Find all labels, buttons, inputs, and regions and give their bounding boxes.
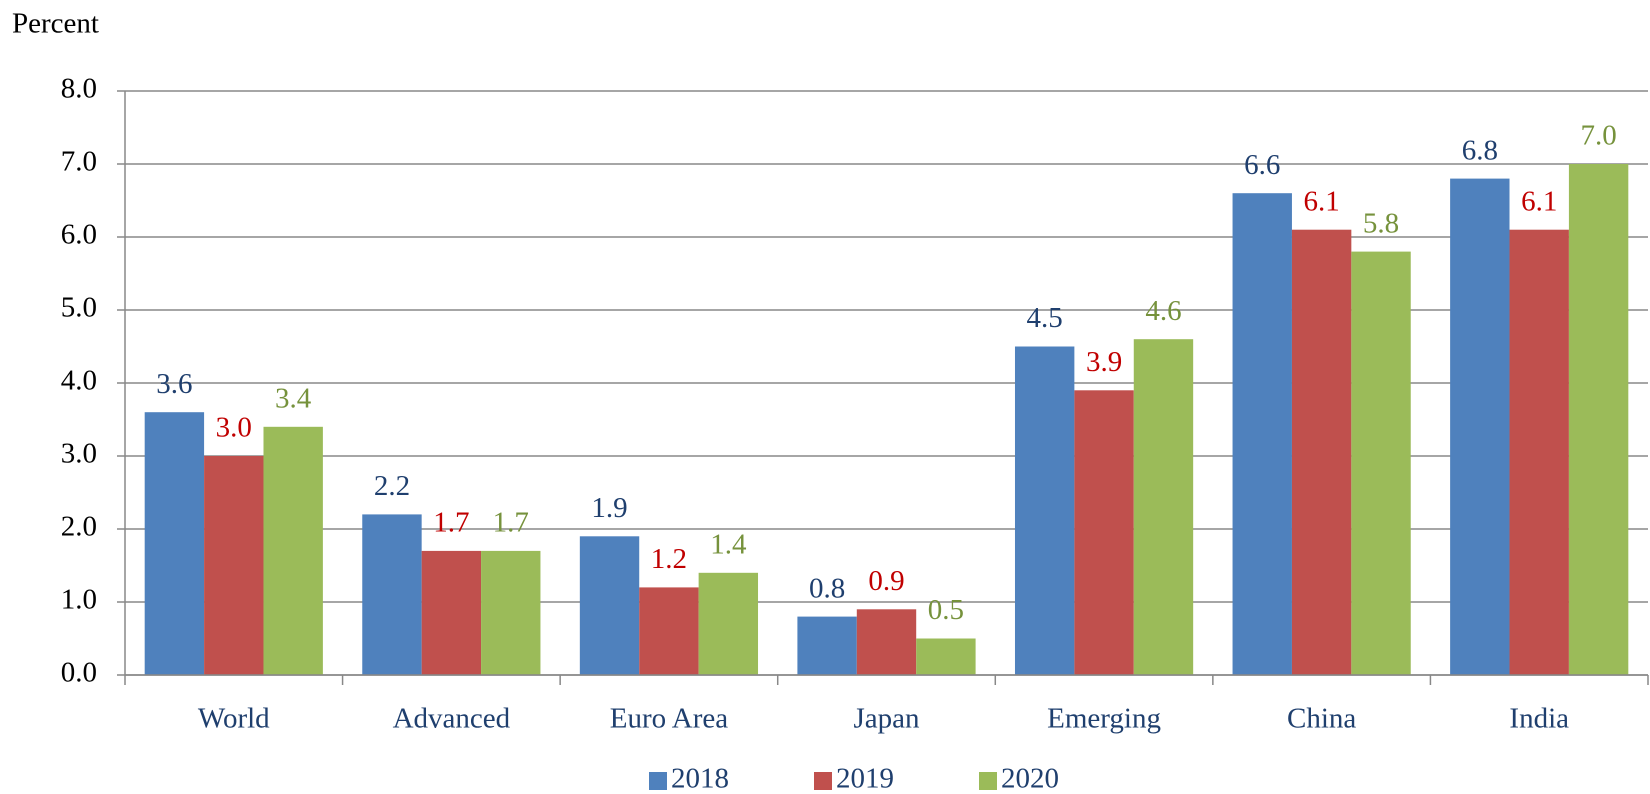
value-label: 7.0 bbox=[1580, 120, 1616, 152]
y-tick-label: 1.0 bbox=[61, 584, 97, 616]
x-tick-label: Advanced bbox=[393, 703, 511, 735]
bar bbox=[204, 456, 264, 675]
bar bbox=[362, 514, 422, 675]
legend-swatch bbox=[814, 772, 832, 790]
bar bbox=[1568, 164, 1629, 675]
legend-label: 2020 bbox=[1001, 763, 1059, 794]
value-label: 4.6 bbox=[1145, 295, 1181, 327]
value-label: 2.2 bbox=[374, 470, 410, 502]
bar bbox=[1351, 251, 1411, 675]
value-label: 6.8 bbox=[1462, 134, 1498, 166]
value-label: 4.5 bbox=[1027, 302, 1063, 334]
value-label: 1.9 bbox=[591, 492, 627, 524]
bar bbox=[1509, 229, 1569, 675]
legend-label: 2019 bbox=[836, 763, 894, 794]
y-tick-label: 5.0 bbox=[61, 292, 97, 324]
bar bbox=[1074, 390, 1134, 675]
x-tick-label: Japan bbox=[853, 703, 920, 735]
legend-label: 2018 bbox=[671, 763, 729, 794]
value-label: 1.7 bbox=[433, 507, 469, 539]
value-label: 6.1 bbox=[1304, 185, 1340, 217]
value-label: 1.4 bbox=[710, 528, 747, 560]
x-tick-label: China bbox=[1287, 703, 1356, 735]
bar bbox=[1014, 346, 1075, 675]
y-tick-label: 6.0 bbox=[61, 219, 97, 251]
x-tick-label: World bbox=[198, 703, 270, 735]
bar bbox=[1291, 229, 1352, 675]
y-tick-label: 0.0 bbox=[61, 657, 97, 689]
value-label: 3.4 bbox=[275, 382, 312, 414]
value-label: 3.0 bbox=[216, 412, 252, 444]
value-label: 6.1 bbox=[1521, 185, 1557, 217]
y-axis-label: Percent bbox=[12, 8, 99, 40]
x-tick-label: India bbox=[1509, 703, 1569, 735]
y-tick-label: 8.0 bbox=[61, 73, 97, 105]
bar bbox=[916, 638, 976, 675]
x-tick-label: Euro Area bbox=[610, 703, 728, 735]
legend-swatch bbox=[649, 772, 667, 790]
value-label: 0.9 bbox=[868, 565, 904, 597]
value-label: 3.6 bbox=[156, 368, 192, 400]
value-label: 0.8 bbox=[809, 572, 845, 604]
bar bbox=[698, 572, 759, 675]
y-tick-label: 3.0 bbox=[61, 438, 97, 470]
value-label: 1.7 bbox=[493, 507, 529, 539]
bar bbox=[579, 536, 640, 675]
value-label: 3.9 bbox=[1086, 346, 1122, 378]
bar bbox=[1450, 178, 1510, 675]
value-label: 0.5 bbox=[928, 594, 964, 626]
bar bbox=[144, 412, 205, 675]
bar bbox=[797, 616, 857, 675]
bar bbox=[263, 426, 323, 675]
bar bbox=[481, 550, 541, 675]
y-tick-label: 2.0 bbox=[61, 511, 97, 543]
value-label: 1.2 bbox=[651, 543, 687, 575]
bar bbox=[1133, 339, 1194, 675]
value-label: 5.8 bbox=[1363, 207, 1399, 239]
legend-swatch bbox=[979, 772, 997, 790]
y-tick-label: 7.0 bbox=[61, 146, 97, 178]
bar bbox=[639, 587, 699, 675]
bar bbox=[1232, 193, 1292, 675]
bar bbox=[856, 609, 917, 675]
bar bbox=[421, 550, 482, 675]
value-label: 6.6 bbox=[1244, 149, 1280, 181]
x-tick-label: Emerging bbox=[1047, 703, 1161, 735]
y-tick-label: 4.0 bbox=[61, 365, 97, 397]
